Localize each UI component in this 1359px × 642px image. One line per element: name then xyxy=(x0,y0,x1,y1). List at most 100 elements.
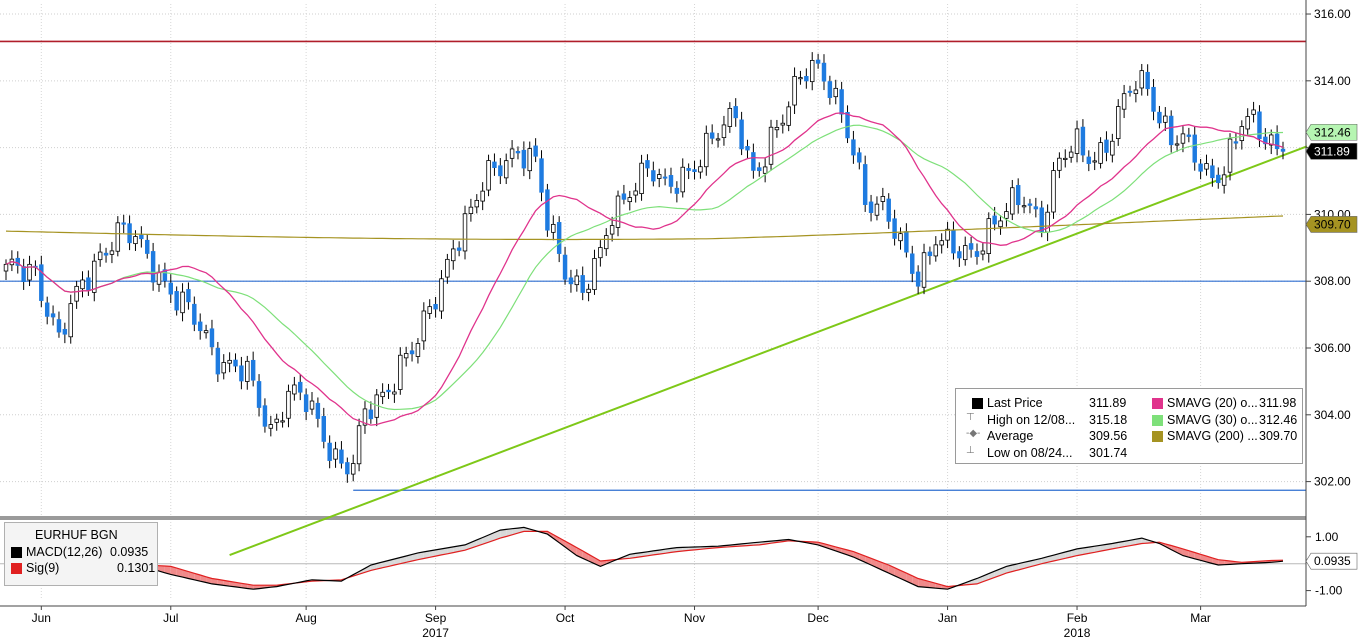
macd-histogram-fill xyxy=(1082,547,1089,555)
macd-histogram-fill xyxy=(888,565,895,576)
price-value-tag-text: 309.70 xyxy=(1314,217,1351,231)
macd-histogram-fill xyxy=(388,558,395,567)
candle xyxy=(1063,157,1068,160)
candle xyxy=(256,381,262,408)
sma20-line xyxy=(5,112,1284,426)
candle xyxy=(686,168,691,171)
candle xyxy=(827,81,833,98)
macd-histogram-fill xyxy=(194,573,201,582)
candle xyxy=(1245,116,1250,130)
candle xyxy=(904,231,909,253)
candle xyxy=(168,282,173,295)
legend-label: Average xyxy=(987,429,1034,443)
candle xyxy=(451,248,456,262)
candle xyxy=(203,330,209,334)
x-tick-label: Jun xyxy=(32,611,51,625)
candle xyxy=(998,220,1003,228)
macd-histogram-fill xyxy=(506,528,513,537)
candle xyxy=(27,263,32,281)
candle xyxy=(651,170,656,182)
candle xyxy=(350,463,356,475)
candle xyxy=(1280,148,1286,152)
candle xyxy=(892,218,897,239)
x-tick-label: Aug xyxy=(295,611,316,625)
candle xyxy=(992,215,997,225)
candle xyxy=(239,365,244,382)
candle xyxy=(215,347,221,375)
macd-histogram-fill xyxy=(1188,550,1195,559)
candle xyxy=(1092,160,1097,163)
candle xyxy=(268,424,274,429)
y-tick-label: 304.00 xyxy=(1314,408,1351,422)
candle xyxy=(539,158,544,193)
macd-histogram-fill xyxy=(1065,550,1072,559)
candle xyxy=(915,271,921,287)
macd-histogram-fill xyxy=(1071,548,1078,557)
panel-separator xyxy=(0,516,1306,520)
legend-label: SMAVG (20) o... xyxy=(1167,396,1258,410)
macd-line xyxy=(5,526,1284,590)
candle xyxy=(427,306,432,314)
y-tick-label: 306.00 xyxy=(1314,341,1351,355)
legend-value: 312.46 xyxy=(1259,412,1298,427)
candle xyxy=(668,175,674,187)
candle xyxy=(50,313,56,318)
candle xyxy=(933,244,939,257)
y-tick-label: 308.00 xyxy=(1314,274,1351,288)
macd-histogram-fill xyxy=(1106,543,1113,551)
candle xyxy=(292,384,297,395)
macd-histogram-fill xyxy=(406,554,413,563)
macd-histogram-fill xyxy=(223,580,230,587)
candle xyxy=(1057,157,1062,171)
price-value-tag-bg xyxy=(1305,123,1358,141)
candle xyxy=(1269,134,1274,146)
candle xyxy=(821,62,827,82)
candle xyxy=(551,223,556,233)
x-tick-label: Dec xyxy=(807,611,828,625)
candle xyxy=(809,60,815,83)
macd-histogram-fill xyxy=(435,548,442,557)
candle xyxy=(103,252,109,256)
candle xyxy=(780,122,786,126)
candle xyxy=(515,151,521,154)
macd-histogram-fill xyxy=(423,550,430,559)
candle xyxy=(1221,174,1227,186)
candle xyxy=(1151,86,1156,112)
candle xyxy=(156,271,162,285)
candle xyxy=(1033,206,1039,210)
macd-legend-value: 0.1301 xyxy=(117,561,156,575)
candle xyxy=(209,328,215,348)
candle xyxy=(1068,151,1074,158)
candle xyxy=(533,145,538,157)
candle xyxy=(392,391,397,395)
candle xyxy=(474,199,480,208)
x-year-label: 2017 xyxy=(422,626,449,640)
legend-swatch xyxy=(1152,414,1163,426)
price-value-tag-bg xyxy=(1305,142,1358,160)
macd-histogram-fill xyxy=(1059,552,1066,560)
macd-histogram-fill xyxy=(1024,561,1030,569)
candle xyxy=(445,258,450,278)
candle xyxy=(545,189,550,231)
candle xyxy=(1039,207,1044,232)
candle xyxy=(1180,133,1186,144)
candle xyxy=(839,89,844,115)
sma30-line xyxy=(5,124,1284,411)
candle xyxy=(186,289,191,303)
macd-value-tag-text: 0.0935 xyxy=(1314,554,1351,568)
candle xyxy=(1145,71,1150,90)
candle xyxy=(874,203,880,216)
candle xyxy=(345,462,350,475)
macd-histogram-fill xyxy=(1088,546,1095,554)
candle xyxy=(1274,133,1280,150)
candle xyxy=(1015,185,1021,206)
candle xyxy=(3,263,9,272)
macd-y-tick-label: -1.00 xyxy=(1315,584,1343,598)
macd-histogram-fill xyxy=(1177,547,1183,556)
price-value-tag-text: 311.89 xyxy=(1314,144,1350,158)
candle xyxy=(1110,140,1115,156)
candle xyxy=(180,291,185,314)
macd-histogram-fill xyxy=(170,566,177,576)
legend-value: 311.98 xyxy=(1259,396,1297,410)
